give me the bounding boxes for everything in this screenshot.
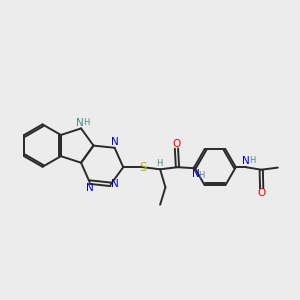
Text: N: N <box>86 183 94 193</box>
Text: O: O <box>172 140 181 149</box>
Text: H: H <box>156 159 162 168</box>
Text: H: H <box>249 157 255 166</box>
Text: O: O <box>257 188 266 197</box>
Text: N: N <box>111 179 119 189</box>
Text: H: H <box>198 171 205 180</box>
Text: N: N <box>76 118 84 128</box>
Text: N: N <box>242 156 250 166</box>
Text: N: N <box>111 137 119 147</box>
Text: H: H <box>83 118 89 127</box>
Text: S: S <box>139 161 146 174</box>
Text: N: N <box>192 169 200 179</box>
